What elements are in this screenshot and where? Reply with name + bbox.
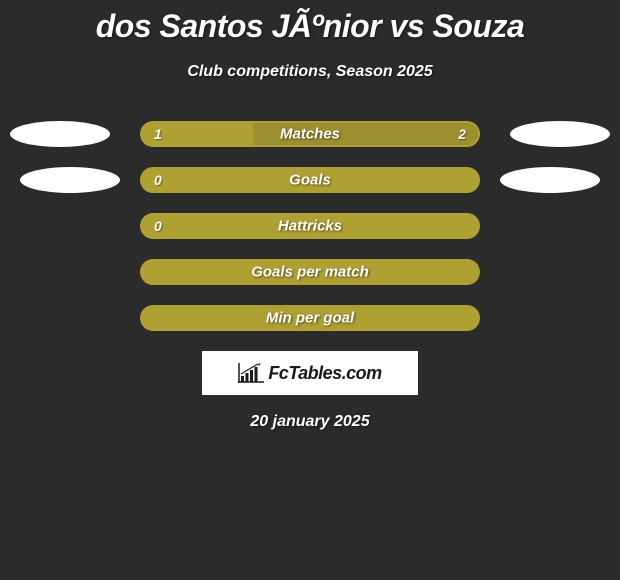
stat-row: Goals per match xyxy=(0,259,620,285)
stat-label: Goals per match xyxy=(251,264,369,281)
comparison-card: dos Santos JÃºnior vs Souza Club competi… xyxy=(0,0,620,431)
logo-inner: FcTables.com xyxy=(238,363,381,384)
stat-row: 1 2 Matches xyxy=(0,121,620,147)
team-ellipse-left xyxy=(20,167,120,193)
page-subtitle: Club competitions, Season 2025 xyxy=(0,63,620,81)
stat-bar-track: Goals per match xyxy=(140,259,480,285)
stat-row: Min per goal xyxy=(0,305,620,331)
stat-row: 0 Hattricks xyxy=(0,213,620,239)
stat-bar-track: Min per goal xyxy=(140,305,480,331)
stat-value-left: 1 xyxy=(154,126,162,142)
stat-bar-track: 0 Hattricks xyxy=(140,213,480,239)
stat-bar-track: 0 Goals xyxy=(140,167,480,193)
stat-row: 0 Goals xyxy=(0,167,620,193)
team-ellipse-left xyxy=(10,121,110,147)
stat-value-left: 0 xyxy=(154,218,162,234)
team-ellipse-right xyxy=(510,121,610,147)
stat-label: Hattricks xyxy=(278,218,342,235)
logo-box[interactable]: FcTables.com xyxy=(202,351,418,395)
logo-chart-icon xyxy=(238,363,264,383)
stat-bar-track: 1 2 Matches xyxy=(140,121,480,147)
logo-text: FcTables.com xyxy=(268,363,381,384)
stat-value-right: 2 xyxy=(458,126,466,142)
team-ellipse-right xyxy=(500,167,600,193)
date-label: 20 january 2025 xyxy=(0,413,620,431)
stat-label: Goals xyxy=(289,172,331,189)
stat-label: Matches xyxy=(280,126,340,143)
stat-label: Min per goal xyxy=(266,310,354,327)
stat-value-left: 0 xyxy=(154,172,162,188)
page-title: dos Santos JÃºnior vs Souza xyxy=(0,8,620,45)
stats-rows: 1 2 Matches 0 Goals 0 Hattricks Goals per match… xyxy=(0,121,620,331)
